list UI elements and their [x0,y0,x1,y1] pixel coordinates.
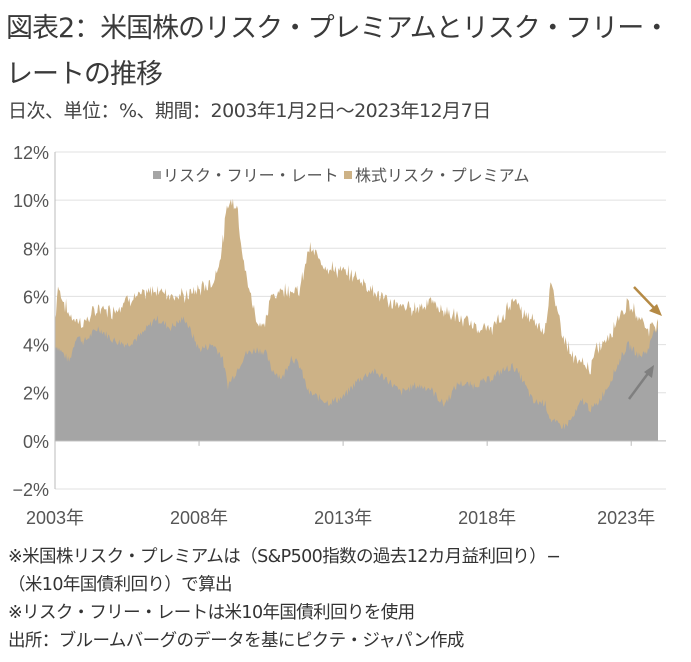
legend-swatch-premium [344,171,352,179]
y-tick-label: 0% [23,432,49,452]
legend: リスク・フリー・レート 株式リスク・プレミアム [153,167,530,185]
arrow-up [627,365,654,400]
arrow-down [633,286,662,316]
x-tick-label: 2008年 [170,508,228,528]
y-tick-label: −2% [12,480,49,500]
chart-svg: −2% 0% 2% 4% 6% 8% 10% 12% 2003年 2008年 2013年 2018年 2… [12,143,666,528]
x-tick-label: 2013年 [314,508,372,528]
chart-title-line2: レートの推移 [6,59,163,90]
note-2: （米10年国債利回り）で算出 [8,575,232,595]
x-tick-label: 2003年 [26,508,84,528]
chart-title-line1: 図表2：米国株のリスク・プレミアムとリスク・フリー・ [6,13,670,44]
y-tick-label: 10% [13,191,49,211]
legend-label-risk-free: リスク・フリー・レート [163,167,339,185]
x-tick-label: 2018年 [458,508,516,528]
legend-swatch-risk-free [153,171,161,179]
legend-label-premium: 株式リスク・プレミアム [355,167,530,185]
x-tick-label: 2023年 [597,508,655,528]
chart-subtitle: 日次、単位：%、期間：2003年1月2日～2023年12月7日 [8,100,491,122]
note-1: ※米国株リスク・プレミアムは（S&P500指数の過去12カ月益利回り）− [8,547,561,567]
y-tick-label: 12% [13,143,49,163]
note-3: ※リスク・フリー・レートは米10年国債利回りを使用 [8,603,415,623]
y-tick-label: 2% [23,384,49,404]
risk-free-area [55,315,658,441]
y-tick-label: 4% [23,336,49,356]
y-tick-label: 8% [23,239,49,259]
note-4: 出所：ブルームバーグのデータを基にピクテ・ジャパン作成 [8,631,464,651]
y-tick-label: 6% [23,287,49,307]
